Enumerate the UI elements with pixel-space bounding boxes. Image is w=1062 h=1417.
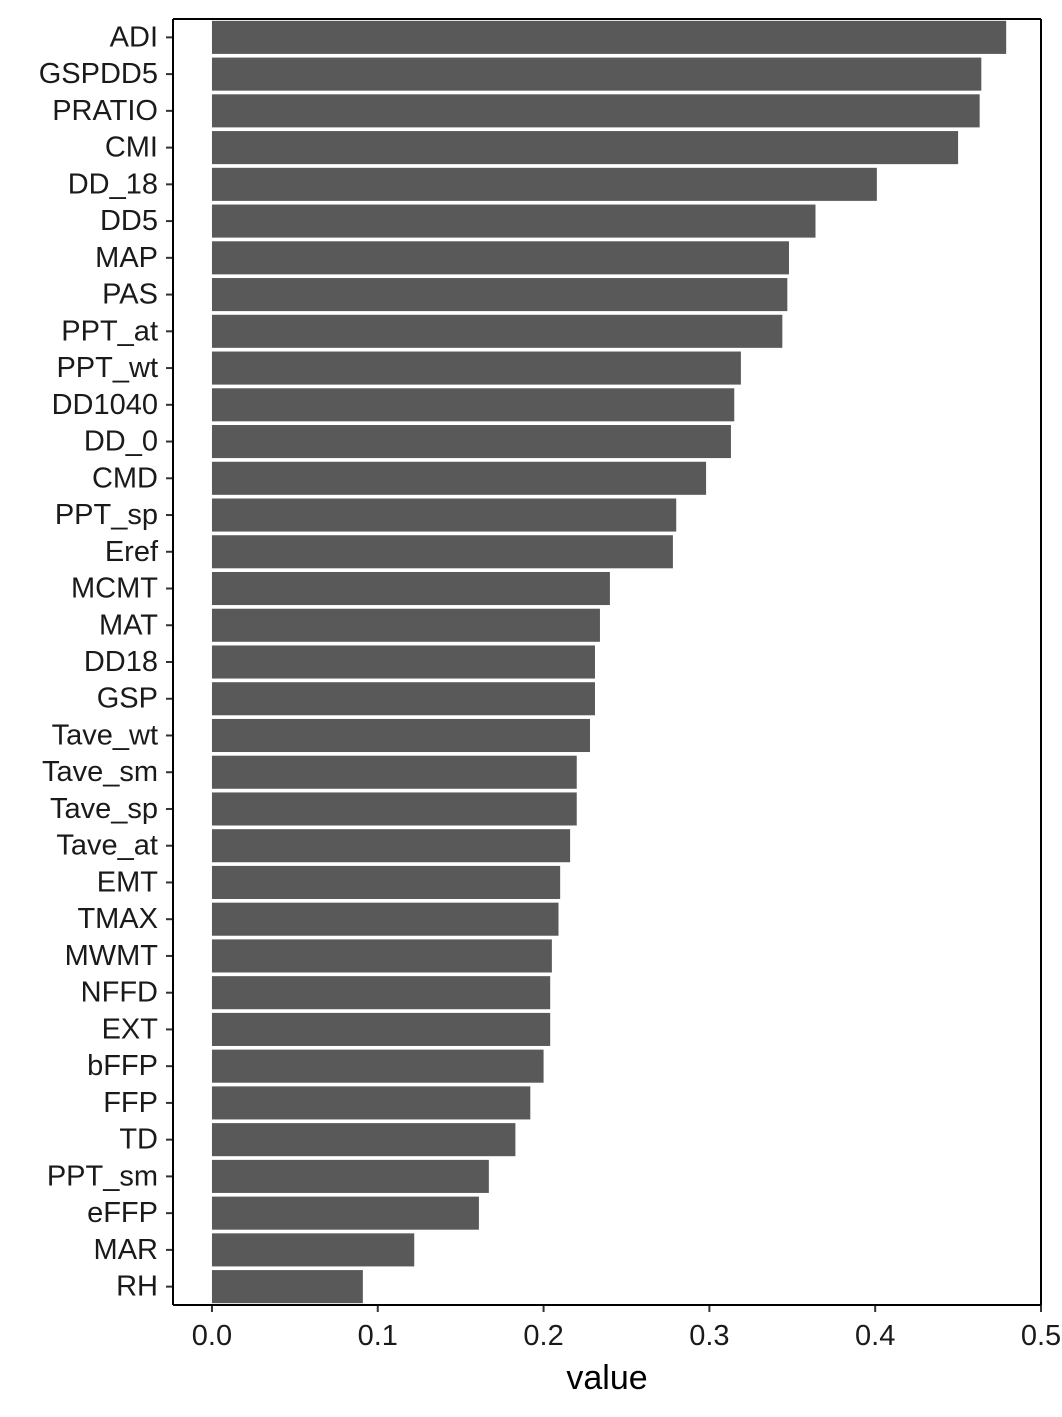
bar-DD18 — [211, 645, 595, 679]
y-tick-label: MCMT — [71, 573, 158, 605]
y-tick-label: PPT_sp — [55, 499, 158, 531]
bar-DD1040 — [211, 388, 735, 422]
bar-TD — [211, 1123, 516, 1157]
y-tick-label: bFFP — [87, 1050, 158, 1082]
y-tick-label: Tave_sp — [50, 793, 158, 825]
bar-RH — [211, 1270, 363, 1304]
bar-Tave_sm — [211, 755, 577, 789]
x-tick-label: 0.2 — [523, 1320, 563, 1352]
bar-PPT_sp — [211, 498, 677, 532]
x-tick-label: 0.5 — [1021, 1320, 1061, 1352]
y-tick-label: PRATIO — [52, 95, 158, 127]
bar-DD_0 — [211, 425, 731, 459]
y-tick-label: PPT_sm — [47, 1160, 158, 1192]
y-tick-label: CMD — [92, 462, 158, 494]
x-axis: 0.0 0.1 0.2 0.3 0.4 0.5 — [173, 18, 1061, 1352]
y-tick-label: PPT_at — [61, 315, 158, 347]
y-tick-label: DD5 — [100, 205, 158, 237]
bar-PPT_sm — [211, 1159, 489, 1193]
y-tick-label: TD — [119, 1124, 158, 1156]
y-tick-label: DD1040 — [52, 389, 158, 421]
y-tick-label: PAS — [102, 279, 158, 311]
y-tick-label: EXT — [102, 1013, 159, 1045]
y-tick-label: FFP — [103, 1087, 158, 1119]
bar-PPT_at — [211, 314, 783, 348]
y-tick-label: DD18 — [84, 646, 158, 678]
bar-NFFD — [211, 976, 551, 1010]
bar-eFFP — [211, 1196, 479, 1230]
bar-Tave_sp — [211, 792, 577, 826]
x-tick-label: 0.1 — [358, 1320, 398, 1352]
y-axis: ADI GSPDD5 PRATIO CMI DD_18 DD5 MAP PAS PPT_at PP… — [39, 19, 174, 1305]
bar-GSP — [211, 682, 595, 716]
bar-EXT — [211, 1012, 551, 1046]
y-tick-label: GSPDD5 — [39, 58, 158, 90]
y-tick-label: TMAX — [77, 903, 158, 935]
bar-Tave_at — [211, 829, 571, 863]
y-tick-label: PPT_wt — [56, 352, 158, 384]
bar-PPT_wt — [211, 351, 741, 385]
bar-FFP — [211, 1086, 531, 1120]
bar-GSPDD5 — [211, 57, 982, 91]
bar-PRATIO — [211, 94, 980, 128]
bar-Tave_wt — [211, 718, 591, 753]
y-tick-label: eFFP — [87, 1197, 158, 1229]
x-tick-label: 0.4 — [855, 1320, 895, 1352]
y-tick-label: ADI — [110, 21, 158, 53]
y-tick-label: CMI — [105, 132, 158, 164]
y-tick-label: GSP — [97, 683, 158, 715]
y-tick-label: EMT — [97, 866, 159, 898]
bar-CMD — [211, 461, 707, 495]
bar-MAR — [211, 1233, 415, 1267]
y-tick-label: Tave_wt — [52, 719, 158, 751]
y-tick-label: Eref — [105, 536, 159, 568]
bar-TMAX — [211, 902, 559, 936]
x-axis-title: value — [566, 1359, 647, 1397]
y-tick-label: RH — [116, 1271, 158, 1303]
bar-PAS — [211, 278, 788, 312]
bar-ADI — [211, 20, 1007, 54]
y-tick-label: MAT — [99, 609, 158, 641]
bar-MAT — [211, 608, 600, 642]
y-tick-label: MAP — [95, 242, 158, 274]
y-tick-label: MWMT — [65, 940, 159, 972]
bars-group — [211, 20, 1007, 1304]
bar-EMT — [211, 865, 561, 899]
y-tick-label: Tave_sm — [42, 756, 158, 788]
y-tick-label: DD_0 — [84, 426, 158, 458]
bar-DD5 — [211, 204, 816, 238]
bar-DD_18 — [211, 167, 877, 201]
y-tick-label: Tave_at — [56, 830, 158, 862]
bar-MCMT — [211, 571, 610, 606]
y-tick-label: NFFD — [81, 977, 158, 1009]
bar-MAP — [211, 241, 789, 275]
x-tick-label: 0.3 — [689, 1320, 729, 1352]
y-tick-label: MAR — [94, 1234, 158, 1266]
bar-bFFP — [211, 1049, 544, 1083]
bar-CMI — [211, 131, 959, 165]
bar-Eref — [211, 535, 673, 569]
x-tick-label: 0.0 — [192, 1320, 232, 1352]
y-tick-label: DD_18 — [68, 168, 158, 200]
bar-MWMT — [211, 939, 552, 973]
